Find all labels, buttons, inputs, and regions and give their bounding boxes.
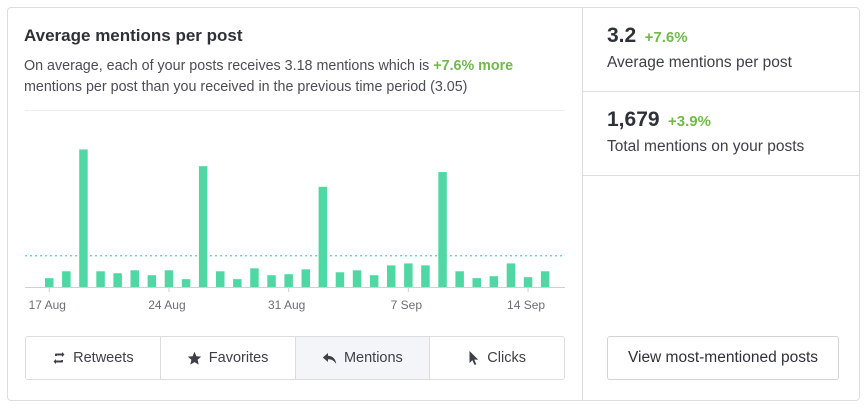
panel-description: On average, each of your posts receives …: [24, 56, 564, 98]
tab-retweets-label: Retweets: [73, 350, 134, 366]
view-most-mentioned-button[interactable]: View most-mentioned posts: [607, 336, 839, 380]
stat-label: Average mentions per post: [607, 54, 792, 71]
chart-bar[interactable]: [130, 270, 140, 287]
chart-bar[interactable]: [113, 273, 122, 287]
chart-bar[interactable]: [352, 270, 362, 287]
analytics-card: Average mentions per post On average, ea…: [7, 7, 860, 401]
chart-bar[interactable]: [284, 274, 293, 287]
stats-panel: 3.2 +7.6% Average mentions per post 1,67…: [582, 8, 860, 400]
chart-bar[interactable]: [181, 279, 191, 287]
tab-clicks[interactable]: Clicks: [430, 337, 564, 379]
chart-bar[interactable]: [438, 172, 447, 287]
x-tick-label: 7 Sep: [391, 298, 423, 312]
chart-bar[interactable]: [489, 276, 499, 287]
stat-value: 3.2: [607, 24, 637, 47]
chart-bar[interactable]: [96, 271, 105, 287]
stat-change: +3.9%: [668, 113, 711, 130]
chart-bar[interactable]: [472, 278, 482, 287]
chart-bar[interactable]: [79, 149, 88, 287]
chart-bar[interactable]: [540, 271, 550, 287]
stat-change: +7.6%: [644, 29, 688, 46]
tab-favorites-label: Favorites: [208, 350, 269, 366]
tab-retweets[interactable]: Retweets: [26, 337, 161, 379]
x-tick-label: 24 Aug: [148, 298, 185, 312]
chart-bar[interactable]: [387, 265, 396, 287]
chart-bar[interactable]: [318, 186, 328, 287]
cursor-icon: [468, 350, 480, 366]
tab-clicks-label: Clicks: [487, 350, 526, 366]
stat-value-row: 1,679 +3.9%: [607, 108, 711, 132]
chart-bar[interactable]: [335, 272, 345, 287]
reply-icon: [322, 352, 337, 365]
tab-favorites[interactable]: Favorites: [160, 337, 296, 379]
panel-title: Average mentions per post: [24, 26, 243, 45]
stat-total-mentions: 1,679 +3.9% Total mentions on your posts: [583, 92, 860, 176]
chart-bar[interactable]: [198, 166, 208, 287]
chart-bar[interactable]: [216, 271, 225, 287]
metric-tabs: Retweets Favorites Mentions Clicks: [25, 336, 565, 380]
chart-bar[interactable]: [523, 277, 533, 287]
description-highlight: +7.6% more: [433, 58, 514, 74]
tab-mentions[interactable]: Mentions: [295, 337, 431, 379]
chart-bar[interactable]: [164, 270, 174, 287]
chart-bar[interactable]: [301, 269, 311, 287]
x-tick-label: 14 Sep: [507, 298, 545, 312]
chart-bar[interactable]: [233, 279, 242, 287]
star-icon: [187, 351, 202, 366]
chart-bar[interactable]: [421, 265, 430, 287]
chart-bar[interactable]: [45, 278, 54, 287]
mentions-bar-chart: 17 Aug 24 Aug 31 Aug 7 Sep 14 Sep: [25, 110, 565, 312]
stat-average-mentions: 3.2 +7.6% Average mentions per post: [583, 8, 860, 92]
chart-panel: Average mentions per post On average, ea…: [8, 8, 582, 400]
chart-bar[interactable]: [369, 275, 379, 287]
chart-bar[interactable]: [250, 268, 259, 287]
stat-value: 1,679: [607, 108, 660, 131]
tab-mentions-label: Mentions: [343, 350, 403, 366]
chart-bar[interactable]: [267, 275, 276, 287]
stat-label: Total mentions on your posts: [607, 138, 805, 155]
chart-bar[interactable]: [404, 263, 413, 287]
description-suffix: mentions per post than you received in t…: [24, 79, 468, 95]
chart-bar[interactable]: [62, 271, 71, 287]
retweet-icon: [52, 351, 66, 365]
x-tick-label: 17 Aug: [29, 298, 66, 312]
chart-bar[interactable]: [506, 263, 516, 287]
chart-bar[interactable]: [455, 271, 464, 287]
x-tick-label: 31 Aug: [268, 298, 305, 312]
chart-bar[interactable]: [147, 275, 157, 287]
description-prefix: On average, each of your posts receives …: [24, 58, 434, 74]
stat-value-row: 3.2 +7.6%: [607, 24, 688, 48]
